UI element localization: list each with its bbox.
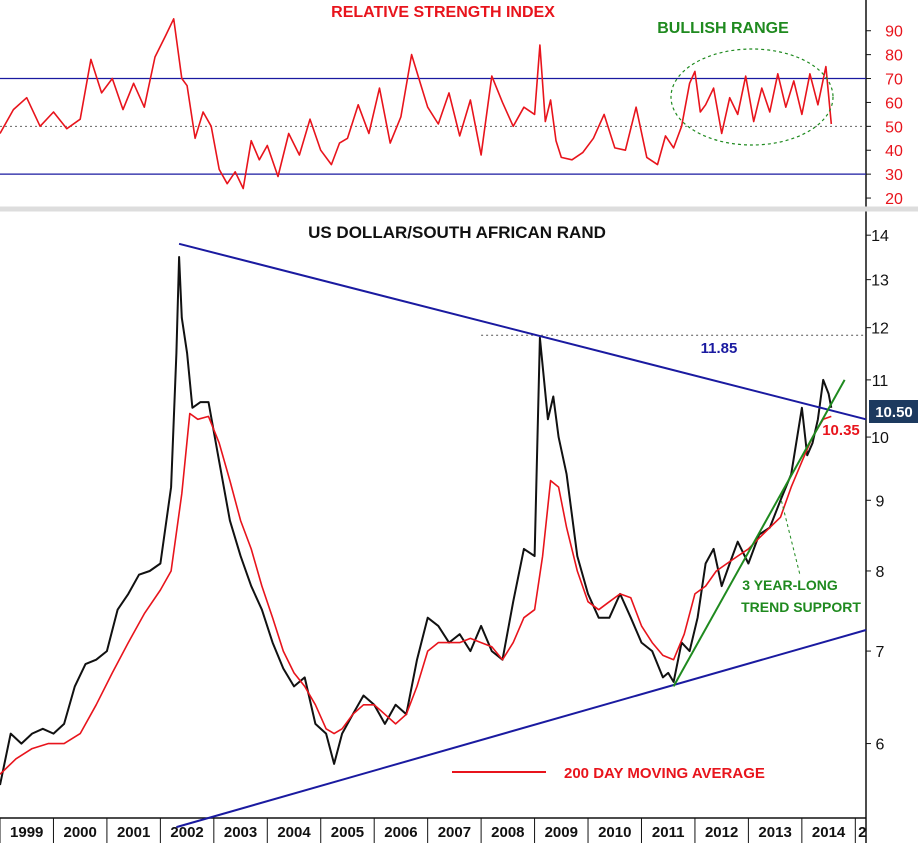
upper-resistance-trendline [178, 242, 867, 421]
price-tick-label: 8 [876, 564, 885, 581]
price-tick-label: 12 [871, 321, 889, 338]
x-tick-label: 2008 [491, 824, 524, 841]
rsi-series-line [0, 17, 833, 190]
three-year-trend-support-line [672, 379, 846, 687]
rsi-tick-label: 30 [885, 167, 903, 184]
x-tick-label: 2010 [598, 824, 631, 841]
x-tick-label: 2013 [758, 824, 791, 841]
bullish-range-ellipse [670, 48, 834, 146]
last-value-label: 10.50 [875, 404, 913, 421]
usdzar-price-line [0, 256, 833, 786]
x-tick-label: 2001 [117, 824, 150, 841]
x-tick-label: 2012 [705, 824, 738, 841]
x-tick-label: 2005 [331, 824, 364, 841]
legend-label: 200 DAY MOVING AVERAGE [564, 765, 765, 782]
x-tick-label: 2003 [224, 824, 257, 841]
rsi-title: RELATIVE STRENGTH INDEX [331, 4, 555, 21]
rsi-tick-label: 40 [885, 143, 903, 160]
price-tick-label: 14 [871, 228, 889, 245]
rsi-reference-lines [0, 77, 866, 175]
x-tick-label: 2014 [812, 824, 846, 841]
level-11-85-label: 11.85 [701, 340, 738, 357]
price-tick-label: 9 [876, 493, 885, 510]
bullish-range-label: BULLISH RANGE [657, 20, 789, 37]
rsi-panel: 20 30 40 50 60 70 80 90 RELATIVE STRENGTH INDEX… [0, 4, 903, 208]
rsi-tick-label: 50 [885, 119, 903, 136]
rsi-y-axis: 20 30 40 50 60 70 80 90 [866, 24, 903, 208]
rsi-tick-label: 70 [885, 72, 903, 89]
price-tick-label: 11 [872, 373, 889, 390]
moving-average-value-label: 10.35 [822, 422, 860, 439]
rsi-tick-label: 60 [885, 95, 903, 112]
x-axis: 1999 2000 2001 2002 2003 2004 2005 2006 2007 2008… [0, 818, 866, 843]
x-tick-label: 2002 [170, 824, 203, 841]
trend-note-line2: TREND SUPPORT [741, 599, 861, 615]
rsi-tick-label: 80 [885, 48, 903, 65]
rsi-tick-label: 90 [885, 24, 903, 41]
x-tick-label: 2007 [438, 824, 471, 841]
x-tick-label: 2009 [545, 824, 578, 841]
rsi-tick-label: 20 [885, 191, 903, 208]
moving-average-200-line [0, 412, 832, 775]
x-tick-label-partial: 2 [858, 824, 866, 841]
price-tick-label: 13 [871, 273, 889, 290]
x-tick-label: 2011 [652, 824, 685, 841]
x-tick-label: 2006 [384, 824, 417, 841]
price-panel: 6 7 8 9 10 11 12 13 14 1999 2000 2001 2002 2003 2004 2… [0, 223, 918, 843]
trend-note-leader-line [779, 494, 801, 576]
price-tick-label: 7 [876, 644, 885, 661]
trend-note-line1: 3 YEAR-LONG [742, 577, 838, 593]
x-tick-label: 2000 [63, 824, 96, 841]
price-tick-label: 10 [871, 430, 889, 447]
last-value-box [869, 400, 918, 423]
x-tick-label: 1999 [10, 824, 43, 841]
price-tick-label: 6 [876, 737, 885, 754]
lower-support-trendline [176, 629, 867, 829]
x-tick-label: 2004 [277, 824, 311, 841]
price-y-axis: 6 7 8 9 10 11 12 13 14 [866, 228, 889, 754]
price-title: US DOLLAR/SOUTH AFRICAN RAND [308, 223, 606, 242]
